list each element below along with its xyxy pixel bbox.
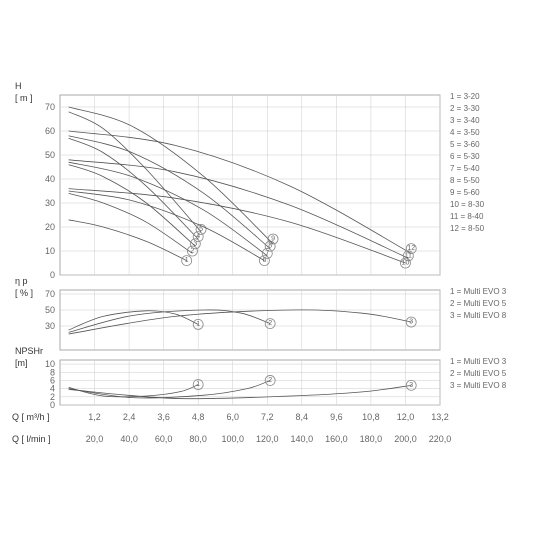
x-label-top: Q [ m³/h ] bbox=[12, 412, 50, 422]
H-ytick: 40 bbox=[45, 174, 55, 184]
xtick-top: 4,8 bbox=[192, 412, 205, 422]
npshr-frame bbox=[60, 360, 440, 405]
npshr-label: NPSHr bbox=[15, 346, 43, 356]
npshr-legend-3: 3 = Multi EVO 8 bbox=[450, 381, 507, 390]
npshr-legend-2: 2 = Multi EVO 5 bbox=[450, 369, 507, 378]
H-curve-10 bbox=[69, 189, 406, 263]
xtick-bottom: 180,0 bbox=[360, 434, 383, 444]
eta-marker-text-3: 3 bbox=[409, 319, 413, 326]
H-curve-5 bbox=[69, 112, 201, 232]
H-marker-text-1: 1 bbox=[185, 257, 189, 264]
xtick-bottom: 120,0 bbox=[256, 434, 279, 444]
H-legend-2: 2 = 3-30 bbox=[450, 104, 480, 113]
H-frame bbox=[60, 95, 440, 275]
eta-unit: [ % ] bbox=[15, 288, 33, 298]
H-legend-12: 12 = 8-50 bbox=[450, 224, 485, 233]
H-legend-6: 6 = 5-30 bbox=[450, 152, 480, 161]
H-legend-7: 7 = 5-40 bbox=[450, 164, 480, 173]
H-ytick: 70 bbox=[45, 102, 55, 112]
xtick-top: 3,6 bbox=[157, 412, 170, 422]
xtick-top: 7,2 bbox=[261, 412, 274, 422]
eta-marker-text-2: 2 bbox=[268, 320, 272, 327]
npshr-marker-text-1: 1 bbox=[196, 381, 200, 388]
xtick-bottom: 40,0 bbox=[120, 434, 138, 444]
xtick-bottom: 200,0 bbox=[394, 434, 417, 444]
eta-ytick: 30 bbox=[45, 321, 55, 331]
H-curve-9 bbox=[69, 107, 273, 244]
xtick-top: 12,0 bbox=[397, 412, 415, 422]
H-legend-4: 4 = 3-50 bbox=[450, 128, 480, 137]
eta-curve-1 bbox=[69, 311, 199, 330]
H-marker-text-9: 9 bbox=[271, 236, 275, 243]
xtick-bottom: 60,0 bbox=[155, 434, 173, 444]
H-marker-text-12: 12 bbox=[407, 245, 415, 252]
H-curve-1 bbox=[69, 220, 187, 261]
xtick-top: 10,8 bbox=[362, 412, 380, 422]
H-legend-11: 11 = 8-40 bbox=[450, 212, 484, 221]
H-ytick: 20 bbox=[45, 222, 55, 232]
H-ytick: 10 bbox=[45, 246, 55, 256]
H-unit: [ m ] bbox=[15, 93, 33, 103]
xtick-bottom: 80,0 bbox=[189, 434, 207, 444]
xtick-top: 2,4 bbox=[123, 412, 136, 422]
H-legend-3: 3 = 3-40 bbox=[450, 116, 480, 125]
xtick-bottom: 160,0 bbox=[325, 434, 348, 444]
H-legend-1: 1 = 3-20 bbox=[450, 92, 480, 101]
xtick-top: 13,2 bbox=[431, 412, 449, 422]
H-label: H bbox=[15, 81, 22, 91]
H-ytick: 50 bbox=[45, 150, 55, 160]
eta-legend-1: 1 = Multi EVO 3 bbox=[450, 287, 507, 296]
xtick-bottom: 100,0 bbox=[221, 434, 244, 444]
eta-label: η p bbox=[15, 276, 28, 286]
npshr-unit: [m] bbox=[15, 358, 28, 368]
H-legend-5: 5 = 3-60 bbox=[450, 140, 480, 149]
H-ytick: 0 bbox=[50, 270, 55, 280]
xtick-bottom: 220,0 bbox=[429, 434, 452, 444]
eta-frame bbox=[60, 290, 440, 350]
eta-marker-text-1: 1 bbox=[196, 321, 200, 328]
xtick-top: 6,0 bbox=[226, 412, 239, 422]
npshr-marker-text-2: 2 bbox=[268, 377, 272, 384]
xtick-bottom: 20,0 bbox=[86, 434, 104, 444]
eta-legend-2: 2 = Multi EVO 5 bbox=[450, 299, 507, 308]
npshr-ytick: 10 bbox=[45, 359, 55, 369]
H-legend-10: 10 = 8-30 bbox=[450, 200, 485, 209]
eta-curve-2 bbox=[69, 310, 271, 332]
npshr-marker-text-3: 3 bbox=[409, 382, 413, 389]
xtick-bottom: 140,0 bbox=[291, 434, 314, 444]
npshr-legend-1: 1 = Multi EVO 3 bbox=[450, 357, 507, 366]
eta-curve-3 bbox=[69, 310, 412, 334]
H-ytick: 30 bbox=[45, 198, 55, 208]
H-legend-9: 9 = 5-60 bbox=[450, 188, 480, 197]
eta-legend-3: 3 = Multi EVO 8 bbox=[450, 311, 507, 320]
xtick-top: 9,6 bbox=[330, 412, 343, 422]
x-label-bottom: Q [ l/min ] bbox=[12, 434, 51, 444]
xtick-top: 8,4 bbox=[296, 412, 309, 422]
H-legend-8: 8 = 5-50 bbox=[450, 176, 480, 185]
H-ytick: 60 bbox=[45, 126, 55, 136]
eta-ytick: 50 bbox=[45, 305, 55, 315]
H-marker-text-5: 5 bbox=[199, 226, 203, 233]
xtick-top: 1,2 bbox=[88, 412, 101, 422]
eta-ytick: 70 bbox=[45, 289, 55, 299]
npshr-curve-1 bbox=[69, 385, 199, 397]
